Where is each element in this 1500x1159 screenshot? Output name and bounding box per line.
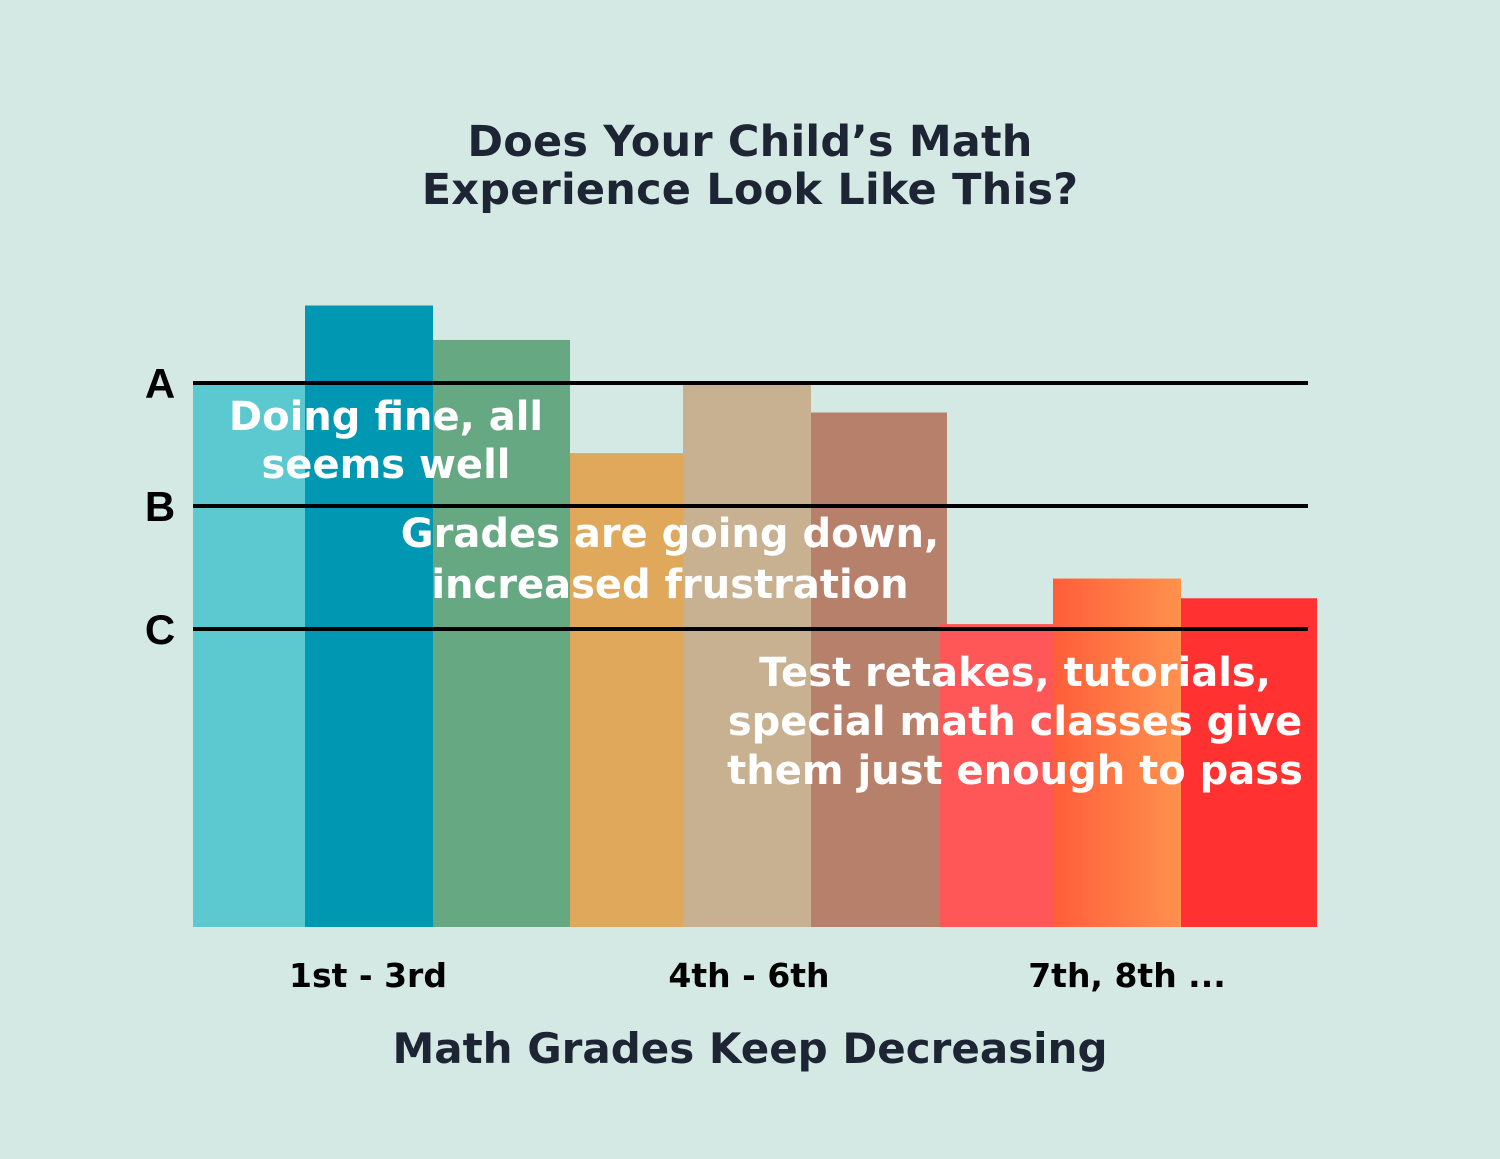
bar-2-2 [683,383,811,927]
grade-label-a: A [145,360,175,407]
grade-label-b: B [145,483,175,530]
category-labels-group: 1st - 3rd 4th - 6th 7th, 8th ... [289,956,1226,995]
x-axis-title: Math Grades Keep Decreasing [392,1024,1108,1073]
annotation-3-line-2: special math classes give [728,699,1302,745]
bar-3-1 [940,624,1053,927]
annotation-3-line-3: them just enough to pass [727,748,1303,794]
bars-group [193,305,1317,927]
bar-1-3 [433,339,570,927]
grade-lines-group: A B C [145,360,1308,653]
category-label-2: 4th - 6th [668,956,829,995]
chart-title-line-2: Experience Look Like This? [421,165,1079,215]
grade-label-c: C [145,606,175,653]
annotation-2-line-2: increased frustration [431,562,908,608]
bar-3-3 [1181,598,1317,927]
bar-2-3 [811,412,947,927]
annotation-2-line-1: Grades are going down, [401,511,939,557]
bar-1-2 [305,305,433,927]
category-label-3: 7th, 8th ... [1028,956,1226,995]
category-label-1: 1st - 3rd [289,956,447,995]
annotation-3-line-1: Test retakes, tutorials, [759,650,1271,696]
chart-title-line-1: Does Your Child’s Math [467,117,1033,167]
annotation-1-line-2: seems well [262,442,511,488]
bar-1-1 [193,383,305,927]
bar-2-1 [570,453,683,927]
chart-title: Does Your Child’s Math Experience Look L… [0,118,1500,214]
bar-3-2 [1053,578,1181,927]
annotation-1-line-1: Doing fine, all [229,394,543,440]
